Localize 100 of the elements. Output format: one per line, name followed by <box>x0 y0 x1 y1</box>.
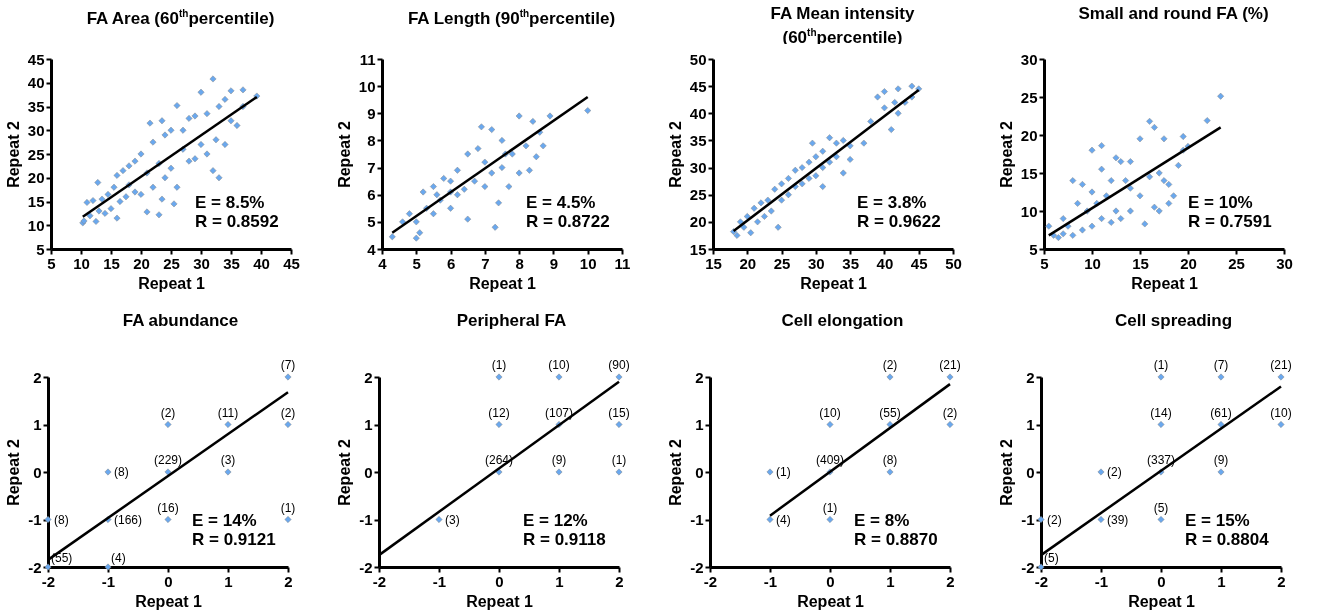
annotation: (7) <box>1213 358 1229 372</box>
x-tick-label: 30 <box>808 254 825 272</box>
annotation: R = 0.8722 <box>526 212 610 231</box>
x-tick-label: 2 <box>615 572 624 590</box>
annotation: (5) <box>1044 551 1059 565</box>
y-tick-label: 5 <box>367 213 376 231</box>
annotation: (9) <box>1213 453 1229 467</box>
annotation: (21) <box>1270 358 1292 372</box>
y-tick-label: 0 <box>695 463 704 481</box>
y-tick-label: 0 <box>33 463 42 481</box>
y-tick-label: 35 <box>689 131 707 149</box>
x-tick-label: 1 <box>555 572 564 590</box>
y-tick-label: 2 <box>695 368 704 386</box>
x-tick-label: 20 <box>739 254 757 272</box>
y-axis-title: Repeat 2 <box>667 439 685 506</box>
annotation: (1) <box>491 358 507 372</box>
x-tick-label: 15 <box>1132 254 1149 272</box>
x-tick-label: 10 <box>1084 254 1101 272</box>
annotation: (15) <box>608 405 630 420</box>
x-tick-label: 40 <box>253 254 270 272</box>
y-tick-label: 10 <box>27 216 45 234</box>
x-tick-label: 0 <box>495 572 504 590</box>
annotation: (2) <box>160 405 176 420</box>
x-tick-label: 30 <box>193 254 210 272</box>
annotation: (2) <box>942 405 958 420</box>
annotation: R = 0.8592 <box>195 212 279 231</box>
x-tick-label: 5 <box>1040 254 1049 272</box>
y-tick-label: 0 <box>364 463 373 481</box>
x-tick-label: 35 <box>223 254 240 272</box>
annotation: (1) <box>611 453 627 467</box>
x-tick-label: 30 <box>1276 254 1293 272</box>
annotation: E = 12% <box>523 511 588 530</box>
x-axis-title: Repeat 1 <box>1128 592 1195 610</box>
x-tick-label: 2 <box>1277 572 1286 590</box>
y-tick-label: 5 <box>36 240 45 258</box>
x-axis-title: Repeat 1 <box>469 274 536 292</box>
y-tick-label: -2 <box>28 558 42 576</box>
x-tick-label: 2 <box>946 572 955 590</box>
y-axis-title: Repeat 2 <box>997 121 1015 188</box>
x-tick-label: 1 <box>224 572 233 590</box>
x-tick-label: 50 <box>945 254 962 272</box>
chart-title: FA Area (60$^{th}$percentile) <box>85 7 276 30</box>
annotation: (7) <box>280 358 296 372</box>
annotation: (10) <box>548 358 570 372</box>
y-tick-label: 4 <box>367 240 377 258</box>
y-tick-label: 45 <box>689 77 707 95</box>
y-tick-label: 40 <box>27 74 45 92</box>
chart-title: Cell elongation <box>780 310 905 332</box>
x-axis-title: Repeat 1 <box>797 592 864 610</box>
annotation: (16) <box>157 500 179 515</box>
annotation: (3) <box>220 453 236 467</box>
annotation: R = 0.8804 <box>1185 530 1270 549</box>
x-tick-label: 25 <box>1228 254 1245 272</box>
chart-title: Peripheral FA <box>455 310 568 332</box>
y-tick-label: 15 <box>27 193 45 210</box>
x-axis-title: Repeat 1 <box>466 592 533 610</box>
annotation: (21) <box>939 358 961 372</box>
annotation: (90) <box>608 358 630 372</box>
annotation: (166) <box>114 512 143 527</box>
y-tick-label: 20 <box>27 169 45 187</box>
y-tick-label: 30 <box>27 121 45 139</box>
x-tick-label: 1 <box>1217 572 1226 590</box>
y-tick-label: 40 <box>689 104 707 122</box>
annotation: R = 0.8870 <box>854 530 938 549</box>
y-tick-label: 35 <box>27 98 45 115</box>
annotation: R = 0.9622 <box>857 212 941 231</box>
x-axis-title: Repeat 1 <box>800 274 867 292</box>
x-tick-label: 5 <box>412 254 421 272</box>
x-tick-label: 20 <box>133 254 150 272</box>
annotation: (107) <box>544 405 574 420</box>
y-tick-label: 10 <box>358 77 376 95</box>
annotation: (8) <box>54 512 69 527</box>
annotation: (5) <box>1153 500 1169 515</box>
x-tick-label: 6 <box>446 254 456 272</box>
annotation: (39) <box>1107 512 1129 527</box>
x-axis-title: Repeat 1 <box>138 274 205 292</box>
y-tick-label: 8 <box>367 131 376 149</box>
y-axis-title: Repeat 2 <box>998 439 1016 506</box>
x-tick-label: 2 <box>284 572 293 590</box>
annotation: E = 3.8% <box>857 193 927 212</box>
annotation: R = 0.7591 <box>1188 212 1272 231</box>
annotation: (55) <box>879 405 901 420</box>
annotation: (2) <box>1107 465 1122 479</box>
annotation: (1) <box>776 465 791 479</box>
chart-title: FA Length (90$^{th}$percentile) <box>406 7 617 30</box>
y-tick-label: -2 <box>359 558 373 576</box>
x-tick-label: 5 <box>47 254 56 272</box>
y-tick-label: 10 <box>1020 202 1038 220</box>
x-tick-label: 25 <box>163 254 180 272</box>
y-tick-label: -2 <box>690 558 704 576</box>
annotation: R = 0.9121 <box>192 530 276 549</box>
y-tick-label: -1 <box>359 511 373 528</box>
x-axis-title: Repeat 1 <box>1131 274 1198 292</box>
annotation: (409) <box>815 453 845 467</box>
y-tick-label: 25 <box>1020 88 1038 106</box>
y-tick-label: 1 <box>364 416 373 433</box>
x-tick-label: 45 <box>283 254 300 272</box>
chart-title: FA abundance <box>121 310 240 332</box>
annotation: (337) <box>1146 453 1176 467</box>
y-tick-label: 1 <box>33 416 42 433</box>
